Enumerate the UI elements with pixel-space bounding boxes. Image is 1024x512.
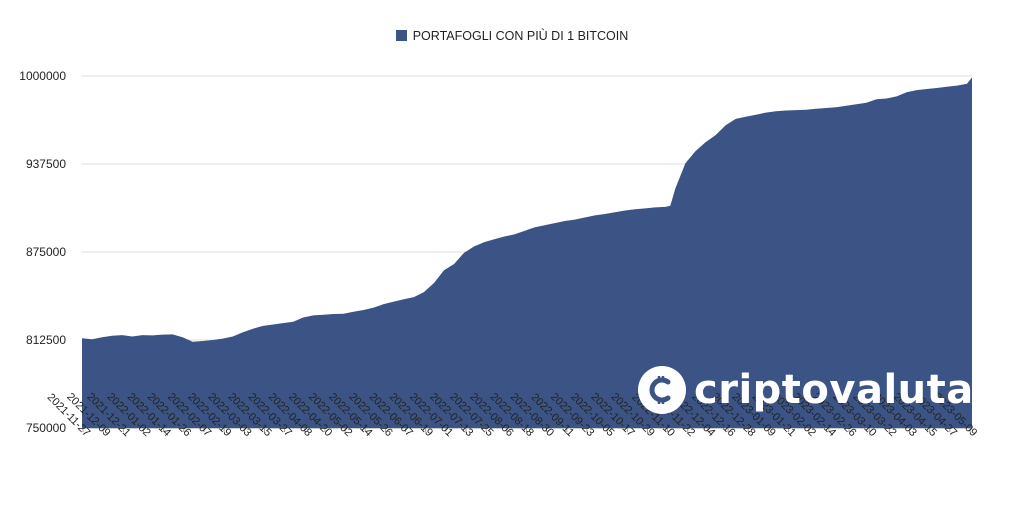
series-area[interactable] xyxy=(82,77,972,429)
y-tick-label: 1000000 xyxy=(19,69,66,83)
watermark-logo: criptovaluta.it® xyxy=(638,366,1024,414)
y-tick-label: 812500 xyxy=(26,333,66,347)
bitcoin-coin-icon xyxy=(638,366,686,414)
y-tick-label: 750000 xyxy=(26,421,66,435)
legend[interactable]: PORTAFOGLI CON PIÙ DI 1 BITCOIN xyxy=(0,29,1024,43)
area-layer xyxy=(82,77,972,429)
legend-swatch xyxy=(395,30,407,41)
legend-label: PORTAFOGLI CON PIÙ DI 1 BITCOIN xyxy=(412,29,629,43)
y-axis: 1000000 937500 875000 812500 750000 xyxy=(19,69,66,435)
y-tick-label: 937500 xyxy=(26,157,66,171)
y-tick-label: 875000 xyxy=(26,245,66,259)
